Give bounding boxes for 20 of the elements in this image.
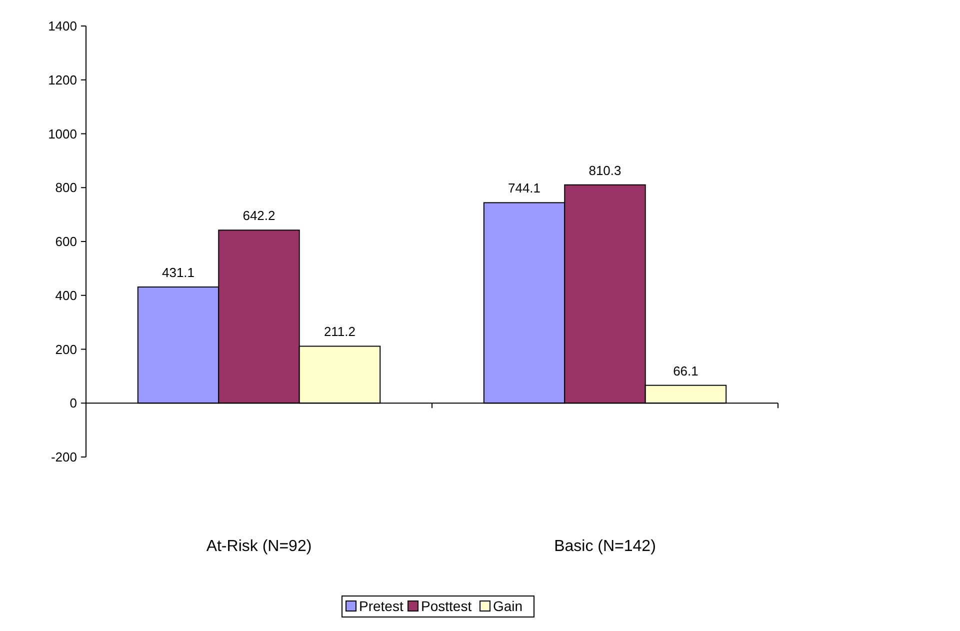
y-tick-label: -200 (50, 450, 77, 465)
legend-label: Posttest (421, 598, 472, 614)
data-label: 431.1 (162, 264, 195, 280)
data-label: 744.1 (508, 180, 541, 196)
data-label: 211.2 (324, 324, 356, 340)
y-tick-label: 1000 (48, 126, 77, 142)
data-label: 66.1 (673, 363, 698, 378)
y-tick-label: 0 (70, 396, 77, 411)
legend-label: Pretest (359, 598, 404, 614)
x-tick-label: At-Risk (N=92) (206, 538, 312, 555)
y-tick-label: 1200 (48, 72, 77, 88)
data-label: 810.3 (588, 162, 622, 178)
y-tick-label: 400 (55, 288, 77, 303)
data-label: 642.2 (242, 208, 276, 224)
x-tick-label: Basic (N=142) (554, 538, 656, 555)
legend-label: Gain (493, 598, 523, 614)
y-tick-label: 200 (55, 342, 77, 357)
y-tick-label: 1400 (48, 18, 77, 34)
y-tick-label: 600 (55, 234, 77, 250)
y-tick-label: 800 (55, 180, 77, 196)
